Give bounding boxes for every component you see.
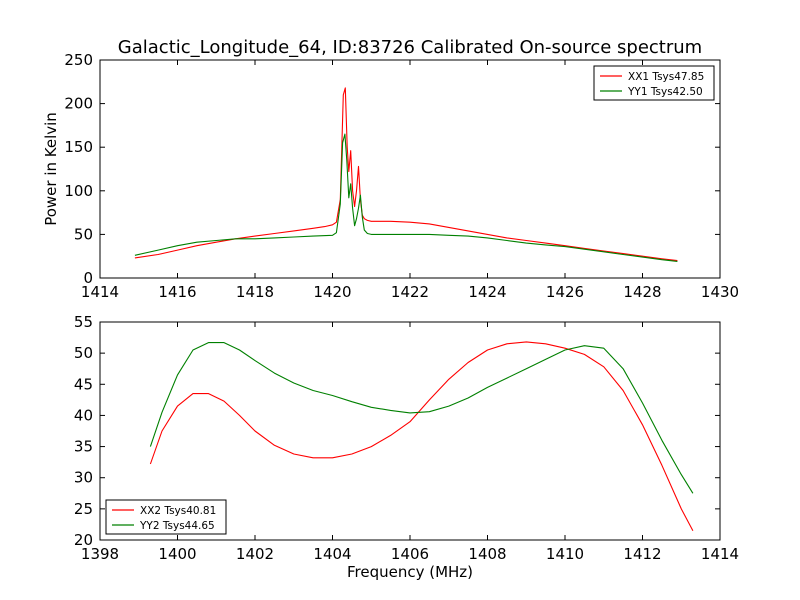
- top-legend-label-2: YY1 Tsys42.50: [627, 86, 703, 98]
- top-y-tick-label: 100: [64, 182, 93, 200]
- top-x-tick-label: 1420: [313, 283, 351, 301]
- bottom-x-tick-label: 1400: [158, 545, 196, 563]
- bottom-x-tick-label: 1414: [701, 545, 739, 563]
- top-y-tick-label: 0: [83, 269, 93, 287]
- bottom-y-tick-label: 30: [74, 469, 93, 487]
- top-y-axis-label: Power in Kelvin: [42, 112, 60, 226]
- bottom-legend-label-2: YY2 Tsys44.65: [139, 520, 215, 532]
- bottom-y-tick-label: 35: [74, 438, 93, 456]
- top-y-tick-label: 50: [74, 225, 93, 243]
- bottom-x-tick-label: 1412: [623, 545, 661, 563]
- top-x-tick-label: 1428: [623, 283, 661, 301]
- top-x-tick-label: 1416: [158, 283, 196, 301]
- top-x-tick-label: 1418: [236, 283, 274, 301]
- bottom-y-tick-label: 50: [74, 344, 93, 362]
- top-legend-box: [593, 65, 715, 101]
- bottom-x-tick-label: 1410: [546, 545, 584, 563]
- bottom-x-tick-label: 1402: [236, 545, 274, 563]
- top-x-tick-label: 1426: [546, 283, 584, 301]
- top-x-tick-label: 1422: [391, 283, 429, 301]
- top-y-tick-label: 200: [64, 95, 93, 113]
- bottom-y-tick-label: 55: [74, 313, 93, 331]
- bottom-legend: XX2 Tsys40.81 YY2 Tsys44.65: [105, 499, 227, 535]
- top-y-tick-label: 250: [64, 51, 93, 69]
- bottom-x-axis-label: Frequency (MHz): [347, 563, 473, 581]
- top-series-line-2: [134, 133, 678, 262]
- bottom-y-tick-label: 25: [74, 500, 93, 518]
- top-x-tick-label: 1424: [468, 283, 506, 301]
- bottom-spectrum-plot: 1398 1400 1402 1404 1406 1408 1410 1412 1414 20 25…: [74, 313, 739, 563]
- top-x-tick-label: 1414: [81, 283, 119, 301]
- top-spectrum-plot: 1414 1416 1418 1420 1422 1424 1426 1428 1430 0 50 1…: [64, 51, 739, 301]
- bottom-series-line-2: [149, 342, 694, 494]
- top-legend: XX1 Tsys47.85 YY1 Tsys42.50: [593, 65, 715, 101]
- top-series-line-1: [134, 87, 678, 262]
- bottom-x-tick-label: 1398: [81, 545, 119, 563]
- bottom-legend-label-1: XX2 Tsys40.81: [140, 505, 216, 517]
- bottom-series-line-1: [149, 341, 694, 531]
- chart-title: Galactic_Longitude_64, ID:83726 Calibrat…: [118, 37, 702, 58]
- bottom-y-tick-label: 40: [74, 406, 93, 424]
- top-y-tick-label: 150: [64, 138, 93, 156]
- bottom-y-tick-label: 20: [74, 531, 93, 549]
- bottom-x-tick-label: 1404: [313, 545, 351, 563]
- bottom-x-tick-label: 1406: [391, 545, 429, 563]
- top-x-tick-label: 1430: [701, 283, 739, 301]
- top-legend-label-1: XX1 Tsys47.85: [628, 71, 704, 83]
- bottom-x-tick-label: 1408: [468, 545, 506, 563]
- bottom-legend-box: [105, 499, 227, 535]
- bottom-y-tick-label: 45: [74, 375, 93, 393]
